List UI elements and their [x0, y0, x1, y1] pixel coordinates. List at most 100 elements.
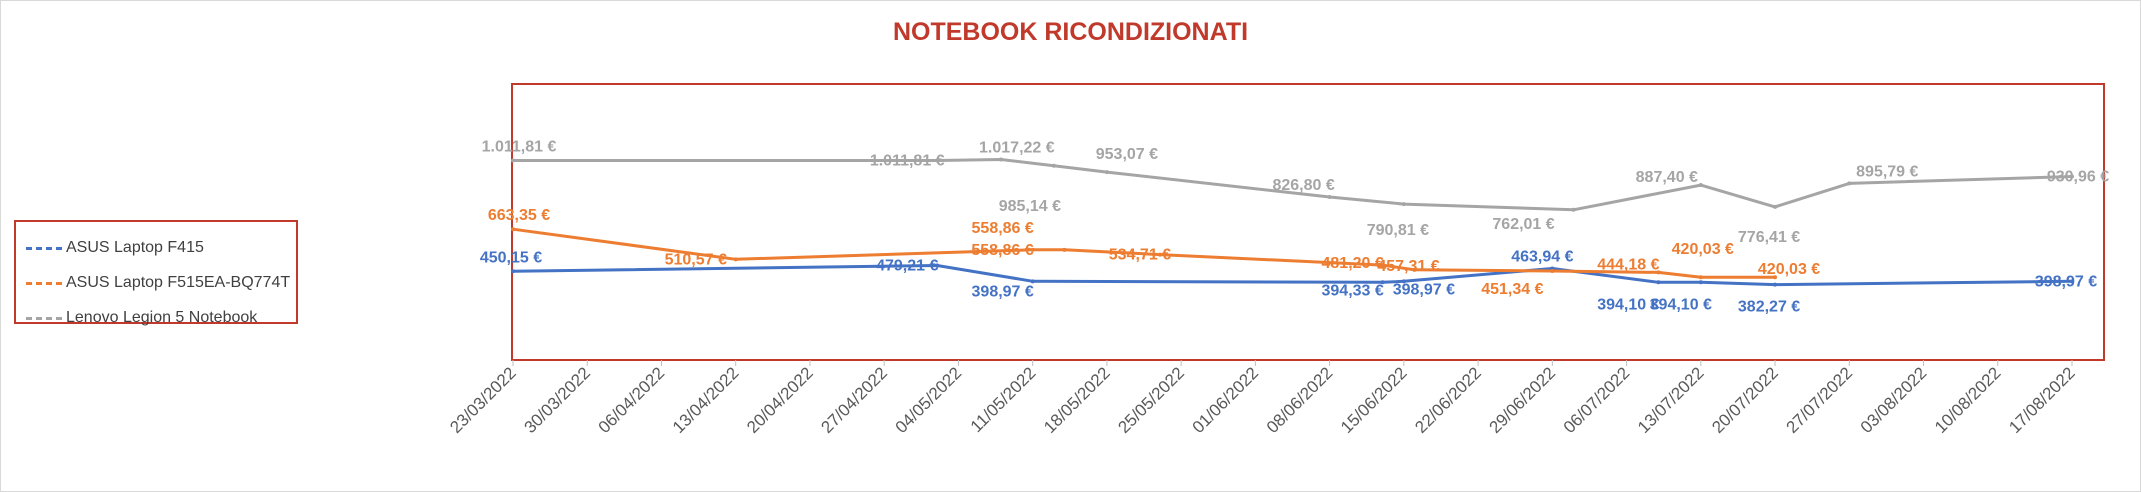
data-point	[1401, 202, 1406, 207]
data-label: 558,86 €	[972, 220, 1034, 237]
data-point	[1157, 252, 1162, 257]
data-point	[998, 157, 1003, 162]
data-point	[1030, 279, 1035, 284]
x-tick-label: 18/05/2022	[1040, 363, 1114, 437]
data-label: 479,21 €	[876, 258, 938, 275]
data-point	[1104, 170, 1109, 175]
data-point	[1401, 279, 1406, 284]
data-point	[1847, 181, 1852, 186]
chart-title: NOTEBOOK RICONDIZIONATI	[892, 18, 1249, 46]
data-label: 1.011,81 €	[870, 153, 945, 170]
legend-item-asus-f515ea: ASUS Laptop F515EA-BQ774T	[26, 271, 290, 295]
x-tick-label: 22/06/2022	[1411, 363, 1485, 437]
data-label: 1.017,22 €	[979, 139, 1055, 156]
data-label: 394,10 €	[1650, 296, 1712, 313]
x-tick-label: 25/05/2022	[1114, 363, 1188, 437]
x-tick-label: 20/04/2022	[743, 363, 817, 437]
data-point	[935, 263, 940, 268]
x-tick-label: 27/07/2022	[1783, 363, 1857, 437]
x-tick-label: 01/06/2022	[1189, 363, 1263, 437]
data-point	[2070, 174, 2074, 179]
data-label: 481,20 €	[1322, 255, 1384, 272]
legend-item-lenovo-legion-5: Lenovo Legion 5 Notebook	[26, 306, 257, 330]
legend-swatch-asus-f415	[26, 246, 62, 250]
plot-area	[511, 83, 2105, 361]
data-label: 895,79 €	[1856, 163, 1918, 180]
data-label: 444,18 €	[1597, 256, 1659, 273]
legend-item-asus-f415: ASUS Laptop F415	[26, 236, 204, 260]
data-label: 558,86 €	[971, 242, 1033, 259]
data-point	[511, 158, 515, 163]
data-point	[1412, 267, 1417, 272]
legend-swatch-asus-f515ea	[26, 281, 62, 285]
data-label: 398,97 €	[972, 283, 1034, 300]
data-point	[1773, 275, 1778, 280]
x-tick-label: 11/05/2022	[967, 363, 1040, 436]
x-tick-label: 03/08/2022	[1857, 363, 1931, 437]
x-tick-label: 27/04/2022	[817, 363, 891, 437]
data-point	[1773, 282, 1778, 287]
data-label: 394,10 €	[1597, 296, 1659, 313]
data-point	[1380, 280, 1385, 285]
legend-label: ASUS Laptop F515EA-BQ774T	[66, 274, 291, 291]
legend-swatch-lenovo-legion-5	[26, 316, 62, 320]
data-point	[1550, 269, 1555, 274]
data-label: 826,80 €	[1272, 177, 1334, 194]
data-label: 1.011,81 €	[482, 139, 557, 156]
data-label: 398,97 €	[2035, 273, 2097, 290]
x-tick-label: 06/04/2022	[595, 363, 669, 437]
x-tick-label: 10/08/2022	[1931, 363, 2005, 437]
data-point	[1773, 204, 1778, 209]
data-point	[935, 158, 940, 163]
x-tick-label: 06/07/2022	[1560, 363, 1634, 437]
legend-label: Lenovo Legion 5 Notebook	[66, 309, 258, 326]
data-point	[1062, 247, 1067, 252]
data-label: 790,81 €	[1367, 222, 1429, 239]
data-point	[1698, 275, 1703, 280]
series-line	[512, 264, 2073, 287]
x-tick-label: 30/03/2022	[520, 363, 594, 437]
data-point	[1698, 183, 1703, 188]
x-tick-label: 04/05/2022	[892, 363, 966, 437]
data-label: 762,01 €	[1492, 216, 1554, 233]
x-tick-label: 13/04/2022	[669, 363, 743, 437]
data-point	[511, 269, 515, 274]
legend-label: ASUS Laptop F415	[66, 239, 204, 256]
data-label: 420,03 €	[1758, 261, 1820, 278]
data-point	[1051, 163, 1056, 168]
x-tick-label: 20/07/2022	[1708, 363, 1782, 437]
data-point	[1698, 280, 1703, 285]
data-point	[733, 257, 738, 262]
x-tick-label: 13/07/2022	[1634, 363, 1708, 437]
data-label: 398,97 €	[1393, 281, 1455, 298]
data-point	[2070, 279, 2074, 284]
series-line	[513, 158, 2073, 212]
data-point	[1380, 263, 1385, 268]
data-label: 451,34 €	[1481, 281, 1543, 298]
chart-legend: ASUS Laptop F415 ASUS Laptop F515EA-BQ77…	[14, 220, 298, 326]
x-tick-label: 15/06/2022	[1337, 363, 1411, 437]
data-label: 457,31 €	[1377, 258, 1439, 275]
data-label: 450,15 €	[480, 249, 542, 266]
x-tick-label: 08/06/2022	[1263, 363, 1337, 437]
data-label: 420,03 €	[1672, 241, 1734, 258]
data-label: 887,40 €	[1636, 169, 1698, 186]
data-label: 382,27 €	[1738, 299, 1800, 316]
data-point	[1030, 247, 1035, 252]
x-tick-label: 29/06/2022	[1486, 363, 1560, 437]
data-label: 930,96 €	[2047, 168, 2109, 185]
data-point	[1571, 207, 1576, 212]
x-tick-label: 17/08/2022	[2005, 363, 2079, 437]
data-label: 394,33 €	[1322, 282, 1384, 299]
data-point	[1327, 195, 1332, 200]
data-label: 985,14 €	[999, 198, 1061, 215]
data-point	[1656, 280, 1661, 285]
data-label: 953,07 €	[1096, 146, 1158, 163]
data-point	[1656, 270, 1661, 275]
data-label: 534,71 €	[1109, 247, 1171, 264]
data-label: 663,35 €	[488, 207, 550, 224]
data-label: 776,41 €	[1738, 229, 1800, 246]
data-label: 463,94 €	[1511, 249, 1573, 266]
data-label: 510,57 €	[665, 251, 727, 268]
